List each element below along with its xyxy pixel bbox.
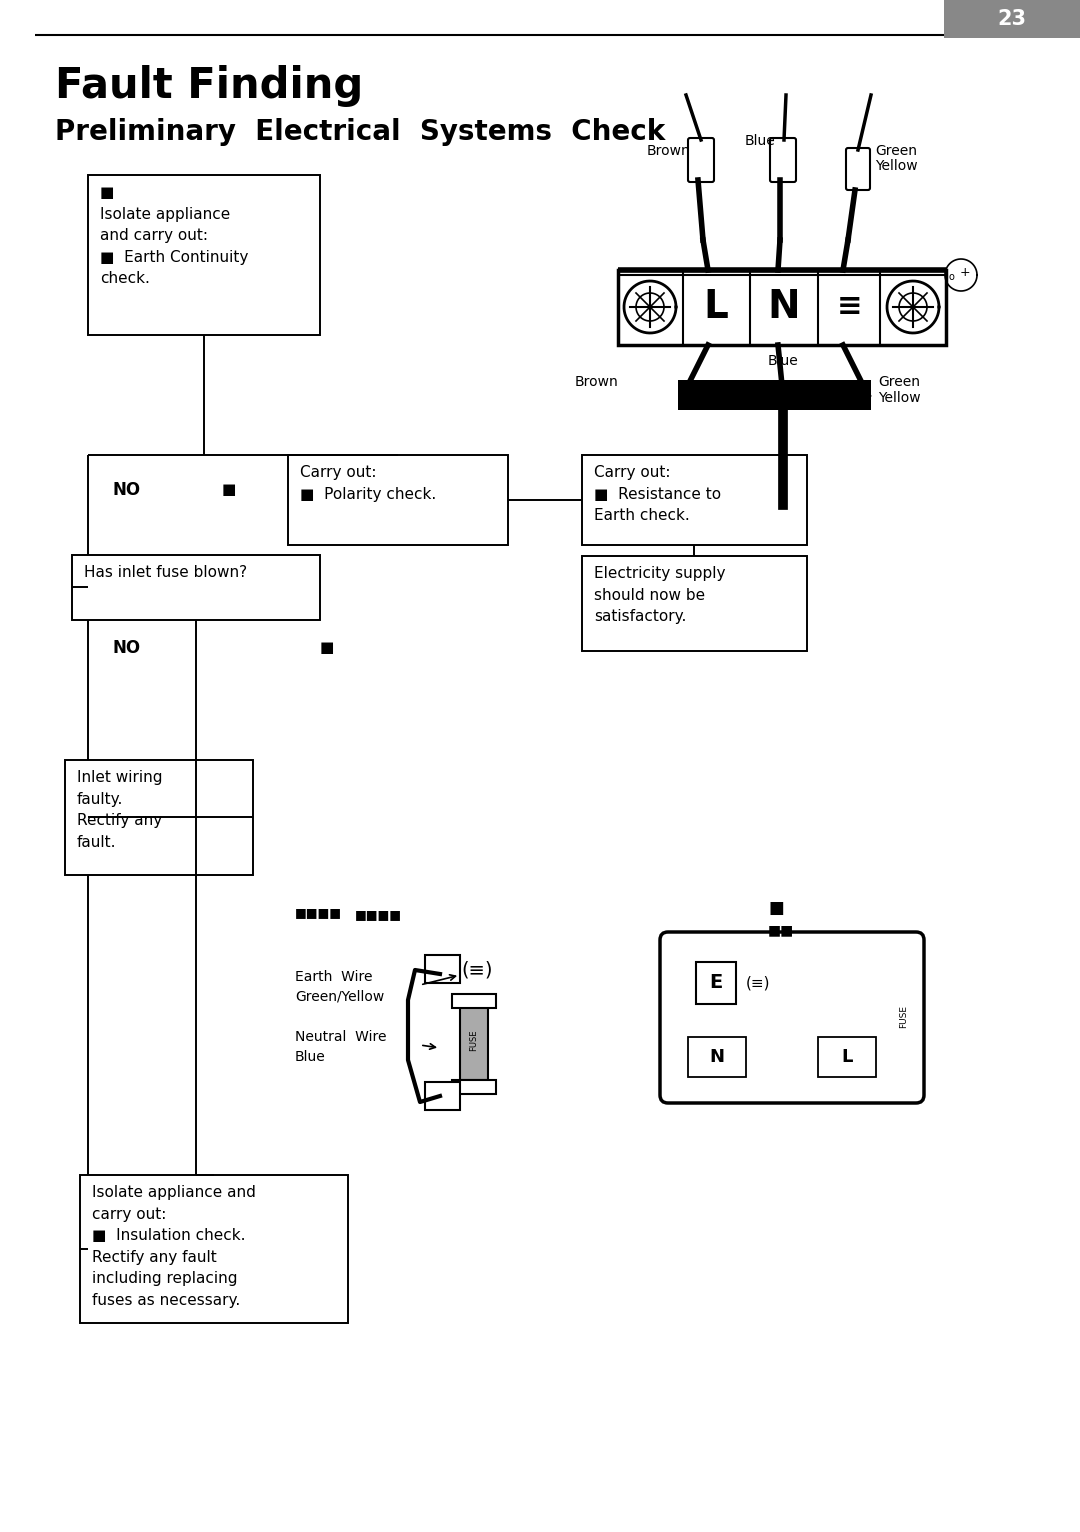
Text: ≡: ≡ bbox=[836, 293, 862, 322]
Text: o: o bbox=[948, 273, 954, 282]
Bar bbox=[460, 1000, 488, 1080]
Text: Carry out:
■  Resistance to
Earth check.: Carry out: ■ Resistance to Earth check. bbox=[594, 466, 721, 524]
Text: Neutral  Wire: Neutral Wire bbox=[295, 1030, 387, 1043]
Text: NO: NO bbox=[112, 481, 140, 499]
Bar bbox=[80, 1175, 348, 1324]
Text: L: L bbox=[703, 288, 728, 326]
Text: Inlet wiring
faulty.
Rectify any
fault.: Inlet wiring faulty. Rectify any fault. bbox=[77, 771, 162, 850]
Text: Carry out:
■  Polarity check.: Carry out: ■ Polarity check. bbox=[300, 466, 436, 501]
FancyBboxPatch shape bbox=[660, 931, 924, 1103]
Text: FUSE: FUSE bbox=[900, 1005, 908, 1028]
Bar bbox=[582, 455, 807, 545]
Text: +: + bbox=[960, 267, 970, 279]
Text: Preliminary  Electrical  Systems  Check: Preliminary Electrical Systems Check bbox=[55, 118, 665, 146]
Text: NO: NO bbox=[112, 639, 140, 657]
Text: Fault Finding: Fault Finding bbox=[55, 64, 363, 107]
Text: (≡): (≡) bbox=[746, 976, 770, 991]
Text: ■: ■ bbox=[768, 899, 784, 918]
Text: Brown: Brown bbox=[575, 375, 618, 389]
Bar bbox=[818, 1037, 876, 1077]
Text: Green/Yellow: Green/Yellow bbox=[295, 990, 384, 1003]
Text: Isolate appliance and
carry out:
■  Insulation check.
Rectify any fault
includin: Isolate appliance and carry out: ■ Insul… bbox=[92, 1184, 256, 1308]
Text: Yellow: Yellow bbox=[875, 159, 918, 173]
Bar bbox=[288, 455, 508, 545]
Bar bbox=[87, 175, 320, 336]
Text: Blue: Blue bbox=[744, 133, 775, 149]
Text: N: N bbox=[710, 1048, 725, 1066]
Bar bbox=[453, 994, 496, 1008]
Text: Blue: Blue bbox=[768, 354, 798, 368]
Text: (≡): (≡) bbox=[461, 961, 492, 979]
Text: Electricity supply
should now be
satisfactory.: Electricity supply should now be satisfa… bbox=[594, 565, 726, 624]
Bar bbox=[582, 556, 807, 651]
Text: ■■■■: ■■■■ bbox=[355, 908, 402, 922]
Text: Yellow: Yellow bbox=[878, 391, 920, 404]
Text: 23: 23 bbox=[998, 9, 1026, 29]
Bar bbox=[426, 1082, 460, 1111]
FancyBboxPatch shape bbox=[846, 149, 870, 190]
Text: E: E bbox=[710, 973, 723, 993]
Bar bbox=[72, 555, 320, 620]
Text: ■■■■: ■■■■ bbox=[295, 907, 342, 919]
Bar bbox=[696, 962, 735, 1003]
Text: ■■: ■■ bbox=[768, 922, 794, 938]
Text: Blue: Blue bbox=[295, 1049, 326, 1065]
Text: Green: Green bbox=[875, 144, 917, 158]
Text: Earth  Wire: Earth Wire bbox=[295, 970, 373, 984]
FancyBboxPatch shape bbox=[770, 138, 796, 182]
FancyBboxPatch shape bbox=[688, 138, 714, 182]
Bar bbox=[453, 1080, 496, 1094]
Text: ■: ■ bbox=[222, 483, 237, 498]
Bar bbox=[688, 1037, 746, 1077]
Bar bbox=[618, 270, 946, 345]
Text: N: N bbox=[768, 288, 800, 326]
Bar bbox=[65, 760, 253, 875]
Text: Brown: Brown bbox=[646, 144, 690, 158]
Text: Has inlet fuse blown?: Has inlet fuse blown? bbox=[84, 565, 247, 581]
Bar bbox=[426, 954, 460, 984]
Text: ■: ■ bbox=[320, 640, 335, 656]
Text: Green: Green bbox=[878, 375, 920, 389]
Text: FUSE: FUSE bbox=[470, 1030, 478, 1051]
Bar bbox=[944, 0, 1080, 38]
Bar bbox=[678, 380, 870, 411]
Text: ■
Isolate appliance
and carry out:
■  Earth Continuity
check.: ■ Isolate appliance and carry out: ■ Ear… bbox=[100, 185, 248, 286]
Text: L: L bbox=[841, 1048, 853, 1066]
